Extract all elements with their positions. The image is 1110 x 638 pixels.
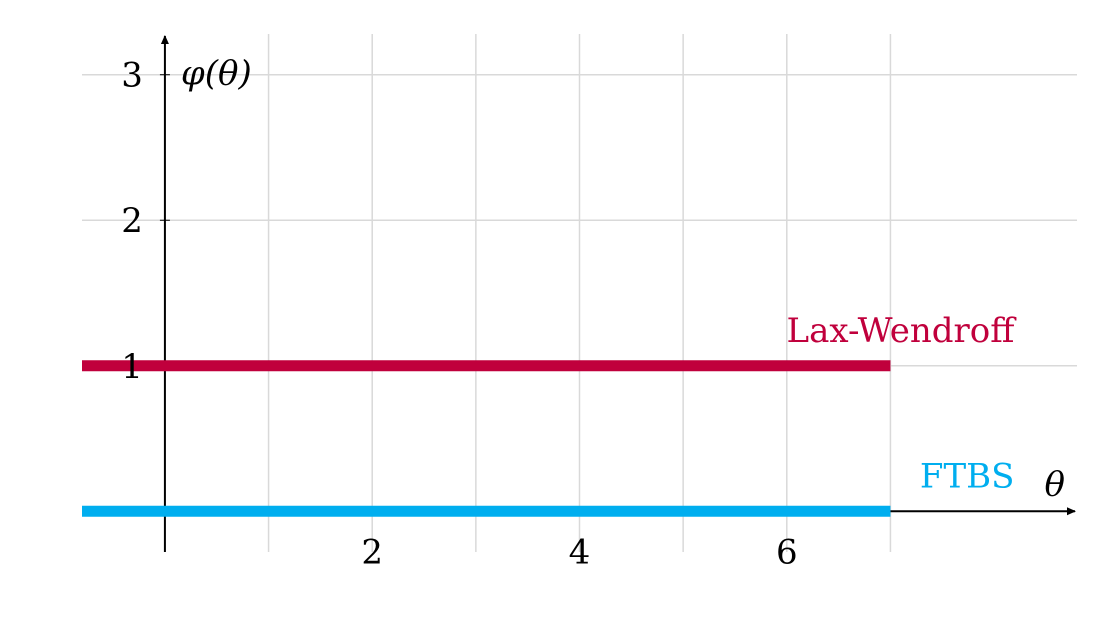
series-label: Lax-Wendroff [787, 311, 1018, 351]
x-axis-label: θ [1045, 464, 1065, 504]
y-axis-label: φ(θ) [181, 54, 252, 94]
x-tick-label: 2 [361, 532, 383, 572]
x-tick-label: 6 [776, 532, 798, 572]
series-group [82, 360, 891, 517]
grid [82, 34, 1077, 552]
y-tick-label: 1 [121, 347, 143, 387]
labels: 2 4 6 1 2 3 θ φ(θ) Lax-Wendroff FTBS [121, 54, 1065, 573]
series-label: FTBS [920, 456, 1015, 496]
y-tick-label: 2 [121, 201, 143, 241]
y-tick-label: 3 [121, 56, 143, 96]
x-tick-label: 4 [569, 532, 591, 572]
